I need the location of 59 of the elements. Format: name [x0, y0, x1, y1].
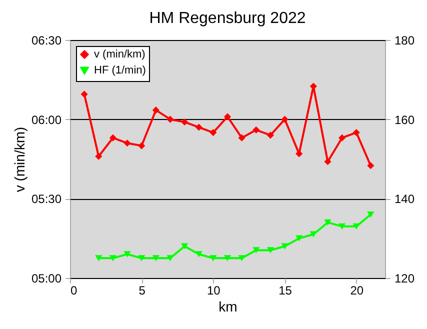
y-tick-label: 05:00	[31, 272, 62, 286]
legend-label: HF (1/min)	[94, 64, 146, 76]
point	[224, 255, 232, 262]
x-tick-label: 15	[278, 284, 292, 298]
y-axis-title: v (min/km)	[11, 126, 28, 192]
point	[195, 124, 202, 131]
point	[109, 255, 116, 262]
point	[324, 219, 332, 226]
point	[238, 134, 246, 142]
point	[181, 243, 188, 250]
point	[210, 129, 217, 136]
point	[152, 255, 160, 262]
point	[109, 134, 116, 142]
point	[266, 247, 274, 254]
x-tick-label: 20	[350, 284, 364, 298]
point	[124, 140, 131, 147]
point	[281, 243, 288, 250]
point	[95, 255, 102, 262]
y-tick-label: 06:00	[31, 112, 62, 127]
x-axis-title: km	[218, 298, 238, 314]
point	[367, 211, 374, 218]
point	[324, 158, 332, 166]
point	[310, 82, 317, 90]
chart-title: HM Regensburg 2022	[149, 10, 306, 27]
legend-label: v (min/km)	[94, 48, 146, 60]
y2-tick-label: 180	[394, 34, 415, 48]
point	[181, 118, 188, 126]
point	[338, 223, 346, 230]
point	[95, 152, 102, 160]
y2-tick-label: 160	[394, 112, 415, 127]
y2-tick-label: 120	[394, 272, 415, 286]
point	[352, 129, 360, 136]
point	[266, 132, 274, 139]
point	[367, 162, 374, 170]
point	[210, 255, 217, 262]
x-tick-label: 5	[138, 284, 146, 298]
point	[310, 231, 317, 238]
point	[296, 235, 303, 242]
y2-tick-label: 140	[394, 192, 415, 206]
y-tick-label: 06:30	[31, 34, 62, 48]
x-tick-label: 10	[207, 284, 221, 298]
point	[80, 90, 88, 98]
x-tick-label: 0	[70, 284, 78, 298]
point	[152, 106, 160, 114]
point	[195, 251, 202, 258]
point	[138, 142, 146, 150]
point	[252, 126, 260, 134]
point	[166, 116, 174, 123]
point	[296, 150, 303, 158]
point	[224, 113, 232, 120]
y-tick-label: 05:30	[31, 192, 62, 206]
point	[238, 255, 246, 262]
point	[338, 134, 346, 142]
point	[281, 116, 288, 123]
point	[252, 247, 260, 254]
point	[138, 255, 146, 262]
point	[166, 255, 174, 262]
point	[352, 223, 360, 230]
point	[124, 251, 131, 258]
